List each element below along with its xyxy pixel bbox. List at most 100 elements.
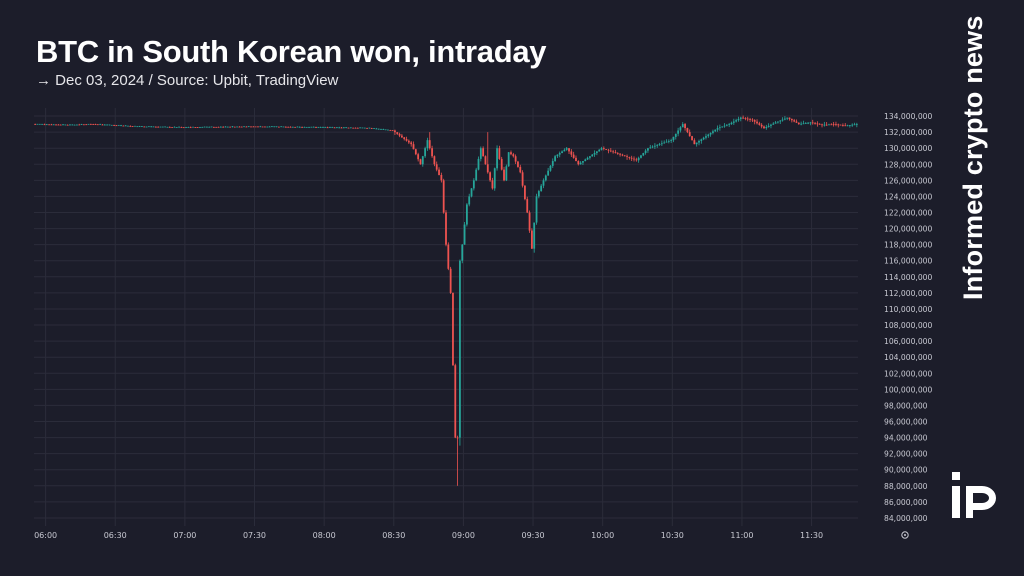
candle [842, 123, 844, 127]
x-tick-label: 08:00 [313, 531, 336, 540]
x-tick-label: 11:30 [800, 531, 823, 540]
candle [577, 160, 580, 166]
candle [287, 126, 290, 128]
candle [99, 123, 102, 125]
candle [164, 126, 167, 128]
candle [66, 124, 69, 126]
brand-vertical-text: Informed crypto news [958, 15, 988, 300]
candle [359, 127, 362, 129]
candle [96, 124, 99, 126]
candle [52, 124, 55, 126]
candle [229, 126, 232, 128]
candle [206, 126, 208, 128]
y-tick-label: 98,000,000 [884, 401, 928, 410]
candle [127, 125, 129, 127]
candle [470, 187, 473, 198]
candle [477, 156, 480, 171]
candle [431, 145, 433, 158]
candle [189, 126, 192, 129]
candle [607, 148, 610, 154]
candle [544, 174, 547, 182]
candle [809, 121, 812, 126]
candle [424, 146, 427, 158]
y-tick-label: 104,000,000 [884, 353, 932, 362]
candle [512, 152, 515, 158]
candle [589, 156, 591, 160]
y-axis: 134,000,000 132,000,000 130,000,000 128,000… [884, 112, 932, 523]
x-tick-label: 09:30 [522, 531, 545, 540]
candle [196, 127, 199, 128]
candle [651, 145, 654, 149]
candle [138, 125, 141, 128]
candle [261, 126, 264, 128]
candle [159, 126, 162, 128]
candle [684, 123, 686, 131]
candle [57, 124, 60, 126]
candle [245, 126, 248, 128]
candle [192, 126, 194, 128]
candle [438, 167, 440, 176]
settings-icon[interactable] [901, 531, 909, 539]
candle [746, 116, 749, 122]
candle [442, 178, 445, 214]
candle [277, 126, 280, 128]
candle [366, 127, 368, 129]
candle [326, 126, 329, 129]
candle [530, 228, 533, 249]
candle [844, 123, 847, 127]
candle [702, 136, 705, 141]
candle [756, 119, 758, 125]
candle [496, 145, 498, 171]
candle [342, 127, 345, 129]
candle [547, 167, 550, 176]
candle [716, 125, 719, 132]
candle [305, 126, 308, 128]
candle [363, 127, 366, 129]
candle [721, 126, 724, 128]
candle [565, 146, 568, 151]
candle [338, 126, 341, 129]
candle [667, 139, 670, 144]
candle [783, 116, 786, 121]
candle [85, 123, 88, 126]
candle [147, 126, 150, 128]
candle [830, 123, 833, 126]
candle [837, 123, 840, 128]
chart-subtitle: → Dec 03, 2024 / Source: Upbit, TradingV… [36, 72, 339, 89]
y-tick-label: 124,000,000 [884, 192, 932, 201]
candle [154, 126, 157, 128]
candle [463, 222, 466, 245]
candle [605, 148, 608, 151]
candle [141, 126, 143, 127]
candle [540, 183, 543, 192]
candle [505, 164, 508, 182]
candle [465, 203, 468, 227]
candle [129, 125, 132, 127]
candle [208, 126, 211, 128]
candle [271, 126, 273, 128]
candle [428, 132, 431, 150]
candle [649, 144, 652, 149]
candle [94, 123, 97, 125]
candle [131, 126, 134, 127]
candle [445, 210, 447, 247]
candle [656, 144, 659, 148]
candle [674, 133, 677, 140]
candle [247, 126, 250, 128]
candle [349, 127, 352, 129]
candle [187, 126, 190, 128]
candle [489, 171, 492, 182]
candle [152, 126, 155, 128]
y-tick-label: 100,000,000 [884, 385, 932, 394]
x-tick-label: 10:00 [591, 531, 614, 540]
candle [452, 292, 454, 366]
candles [34, 115, 858, 486]
candle [222, 126, 225, 128]
candle [38, 123, 41, 125]
candle [600, 146, 603, 151]
candle [410, 141, 413, 147]
candle [549, 165, 552, 172]
candle [832, 121, 835, 127]
candle [391, 130, 394, 132]
candle [788, 117, 791, 121]
